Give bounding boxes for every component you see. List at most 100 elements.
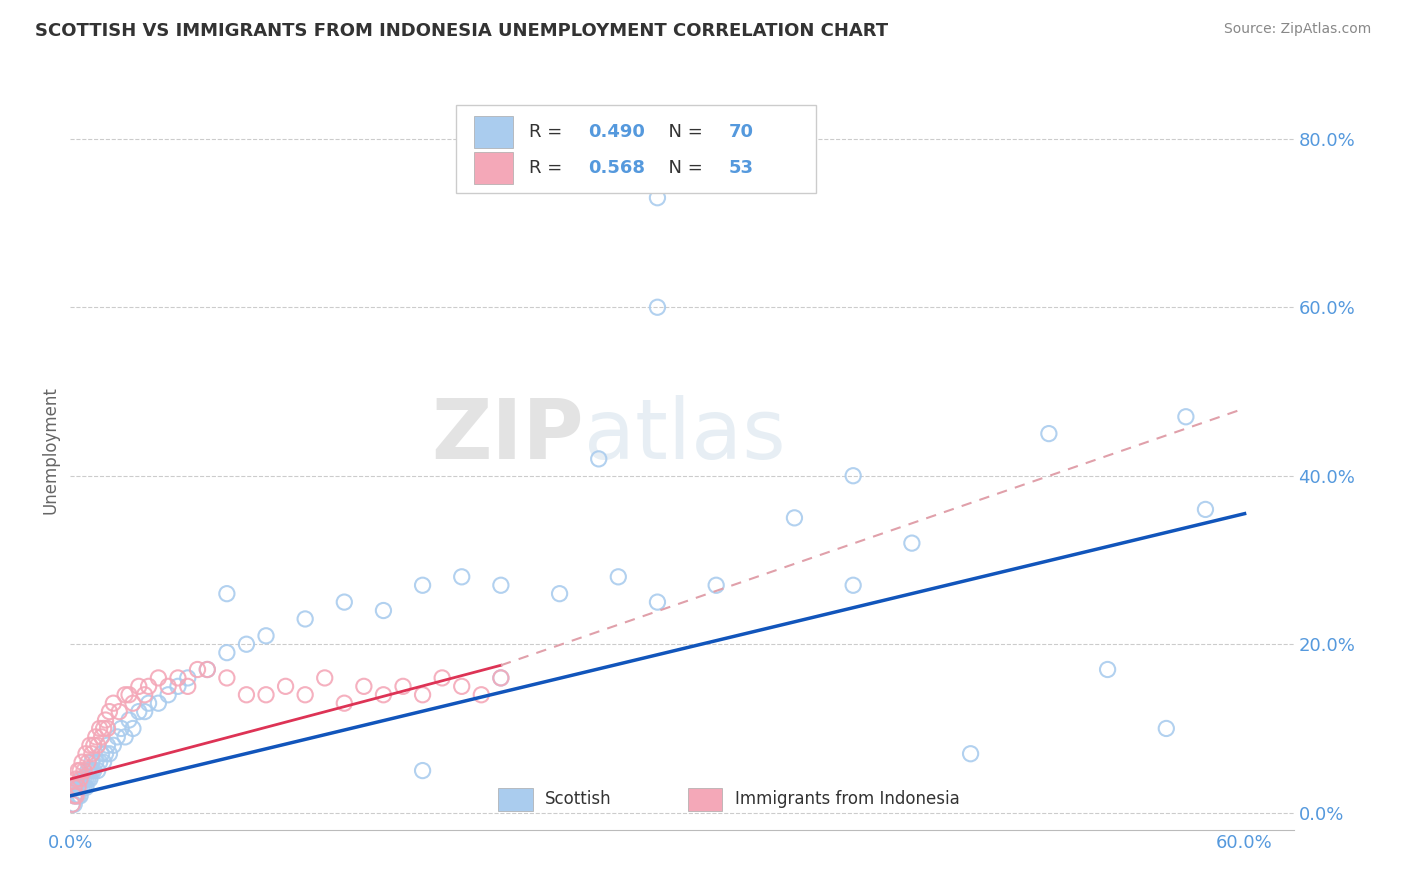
Point xyxy=(842,578,865,592)
Point xyxy=(108,705,131,719)
Point xyxy=(134,688,156,702)
Point xyxy=(842,468,865,483)
Bar xyxy=(474,116,513,148)
Text: 0.568: 0.568 xyxy=(588,159,645,177)
Point xyxy=(103,696,125,710)
Point xyxy=(65,789,87,803)
Point xyxy=(1156,722,1178,736)
Point xyxy=(489,578,512,592)
Point xyxy=(110,722,132,736)
Point xyxy=(373,603,395,617)
Point xyxy=(412,764,434,778)
Point xyxy=(314,671,336,685)
Point xyxy=(704,578,727,592)
Point xyxy=(63,789,86,803)
Point xyxy=(138,696,160,710)
Point xyxy=(80,747,103,761)
Point xyxy=(69,789,91,803)
Point xyxy=(94,747,117,761)
Point xyxy=(67,780,90,795)
Point xyxy=(1038,426,1060,441)
Point xyxy=(69,780,91,795)
Point xyxy=(901,536,924,550)
Point xyxy=(90,730,112,744)
Point xyxy=(588,451,610,466)
Point xyxy=(70,780,93,795)
FancyBboxPatch shape xyxy=(456,105,817,193)
Point xyxy=(177,671,200,685)
Point xyxy=(79,739,101,753)
Point xyxy=(489,671,512,685)
Point xyxy=(1194,502,1216,516)
Point xyxy=(254,629,277,643)
Bar xyxy=(499,788,533,811)
Point xyxy=(63,797,86,812)
Point xyxy=(1097,663,1119,677)
Point xyxy=(93,722,115,736)
Point xyxy=(75,772,97,786)
Bar xyxy=(474,152,513,184)
Bar xyxy=(688,788,723,811)
Point xyxy=(93,755,115,769)
Point xyxy=(79,772,101,786)
Point xyxy=(294,688,316,702)
Point xyxy=(392,679,415,693)
Point xyxy=(83,739,105,753)
Point xyxy=(73,772,96,786)
Text: Scottish: Scottish xyxy=(546,790,612,808)
Point xyxy=(86,764,108,778)
Point xyxy=(254,688,277,702)
Point xyxy=(186,663,208,677)
Point xyxy=(67,764,90,778)
Point xyxy=(122,722,145,736)
Text: 53: 53 xyxy=(728,159,754,177)
Point xyxy=(94,713,117,727)
Point xyxy=(114,730,136,744)
Point xyxy=(294,612,316,626)
Point xyxy=(489,671,512,685)
Point xyxy=(647,191,669,205)
Point xyxy=(122,696,145,710)
Text: N =: N = xyxy=(658,123,709,141)
Point xyxy=(148,671,170,685)
Point xyxy=(79,764,101,778)
Point xyxy=(70,772,93,786)
Point xyxy=(103,739,125,753)
Point xyxy=(65,780,87,795)
Point xyxy=(450,570,472,584)
Text: 70: 70 xyxy=(728,123,754,141)
Point xyxy=(148,696,170,710)
Point xyxy=(65,772,87,786)
Point xyxy=(86,739,108,753)
Point xyxy=(83,764,105,778)
Point xyxy=(69,772,91,786)
Point xyxy=(134,705,156,719)
Point xyxy=(98,705,121,719)
Point xyxy=(430,671,453,685)
Point xyxy=(84,730,107,744)
Point xyxy=(65,789,87,803)
Point xyxy=(138,679,160,693)
Point xyxy=(75,780,97,795)
Text: Source: ZipAtlas.com: Source: ZipAtlas.com xyxy=(1223,22,1371,37)
Point xyxy=(177,679,200,693)
Point xyxy=(235,688,257,702)
Text: Immigrants from Indonesia: Immigrants from Indonesia xyxy=(734,790,959,808)
Point xyxy=(647,595,669,609)
Text: R =: R = xyxy=(529,159,568,177)
Point xyxy=(167,671,190,685)
Point xyxy=(450,679,472,693)
Point xyxy=(89,722,111,736)
Point xyxy=(84,755,107,769)
Point xyxy=(63,780,86,795)
Point xyxy=(73,764,96,778)
Point xyxy=(195,663,218,677)
Point xyxy=(128,705,150,719)
Point xyxy=(89,755,111,769)
Point xyxy=(118,713,141,727)
Point xyxy=(70,755,93,769)
Point xyxy=(333,595,356,609)
Point xyxy=(1174,409,1197,424)
Text: SCOTTISH VS IMMIGRANTS FROM INDONESIA UNEMPLOYMENT CORRELATION CHART: SCOTTISH VS IMMIGRANTS FROM INDONESIA UN… xyxy=(35,22,889,40)
Point xyxy=(128,679,150,693)
